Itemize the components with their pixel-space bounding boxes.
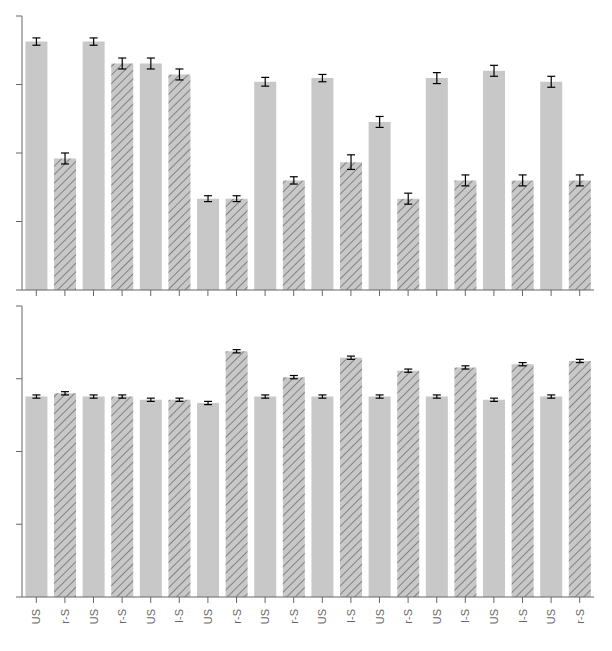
- svg-text:r-S: r-S: [402, 609, 414, 624]
- svg-text:US: US: [431, 609, 443, 624]
- svg-text:US: US: [30, 609, 42, 624]
- svg-text:US: US: [488, 609, 500, 624]
- svg-text:US: US: [88, 609, 100, 624]
- svg-text:I-S: I-S: [345, 609, 357, 623]
- svg-text:I-S: I-S: [459, 609, 471, 623]
- svg-text:US: US: [316, 609, 328, 624]
- svg-text:I-S: I-S: [517, 609, 529, 623]
- svg-text:US: US: [259, 609, 271, 624]
- svg-text:US: US: [145, 609, 157, 624]
- svg-text:US: US: [545, 609, 557, 624]
- svg-text:I-S: I-S: [173, 609, 185, 623]
- svg-text:r-S: r-S: [288, 609, 300, 624]
- svg-text:r-S: r-S: [231, 609, 243, 624]
- svg-text:r-S: r-S: [116, 609, 128, 624]
- svg-text:US: US: [202, 609, 214, 624]
- svg-text:US: US: [374, 609, 386, 624]
- svg-text:r-S: r-S: [574, 609, 586, 624]
- svg-text:r-S: r-S: [59, 609, 71, 624]
